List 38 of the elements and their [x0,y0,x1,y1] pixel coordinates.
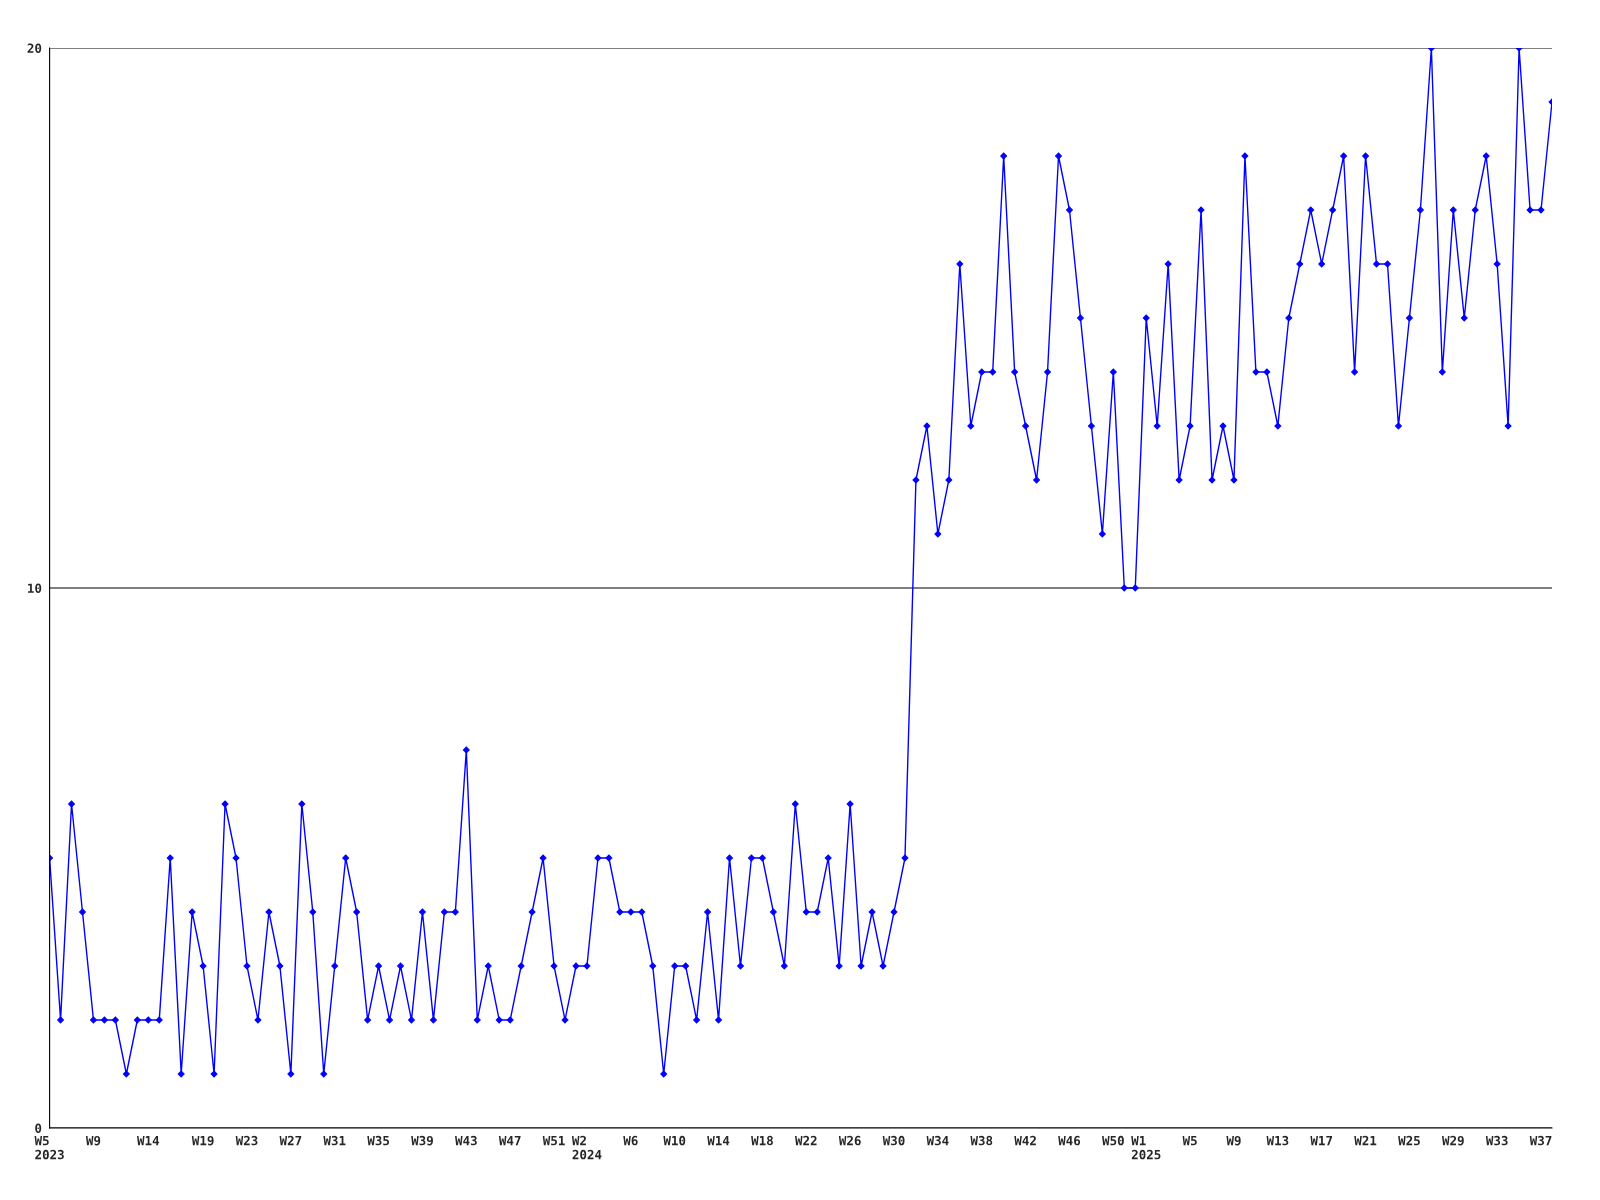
x-tick-label: W26 [838,1135,861,1146]
x-tick-label: W35 [367,1135,390,1146]
x-tick-label: W19 [191,1135,214,1146]
x-tick-label: W23 [235,1135,258,1146]
x-tick-label: W43 [455,1135,477,1146]
x-tick-label: W22 [795,1135,817,1146]
x-tick-label: W50 [1102,1135,1124,1146]
x-tick-label: W27 [279,1135,302,1146]
x-tick-label: W9 [85,1135,101,1146]
x-tick-label: W18 [751,1135,773,1146]
x-tick-label: W46 [1058,1135,1081,1146]
y-tick-label: 20 [27,43,42,53]
x-tick-label: W25 [1398,1135,1420,1146]
x-tick-label: W14 [137,1136,160,1146]
x-tick-label: W29 [1442,1135,1464,1146]
x-tick-label: W6 [623,1135,638,1146]
x-tick-label: W9 [1226,1135,1241,1146]
x-tick-label: W10 [663,1135,686,1146]
x-tick-label: W30 [882,1135,905,1146]
x-tick-label: W39 [411,1135,433,1146]
y-tick-label: 0 [35,1123,42,1133]
x-tick-label: W5 [1182,1136,1197,1146]
x-tick-label: W51 [542,1136,565,1146]
y-tick-label: 10 [28,583,42,593]
x-tick-label: W21 [1354,1135,1377,1146]
x-tick-label: W37 [1529,1135,1552,1146]
x-tick-label: W5 2023 [34,1136,64,1160]
x-tick-label: W17 [1310,1136,1333,1146]
x-tick-label: W34 [926,1135,949,1146]
x-tick-label: W47 [498,1136,521,1146]
x-tick-label: W42 [1014,1135,1036,1146]
x-tick-label: W33 [1485,1135,1508,1146]
x-tick-label: W1 2025 [1131,1136,1161,1160]
x-tick-label: W13 [1266,1135,1289,1146]
x-tick-label: W31 [323,1135,346,1146]
x-tick-label: W2 2024 [571,1135,602,1160]
x-tick-label: W14 [707,1136,730,1146]
x-tick-label: W38 [970,1135,993,1146]
